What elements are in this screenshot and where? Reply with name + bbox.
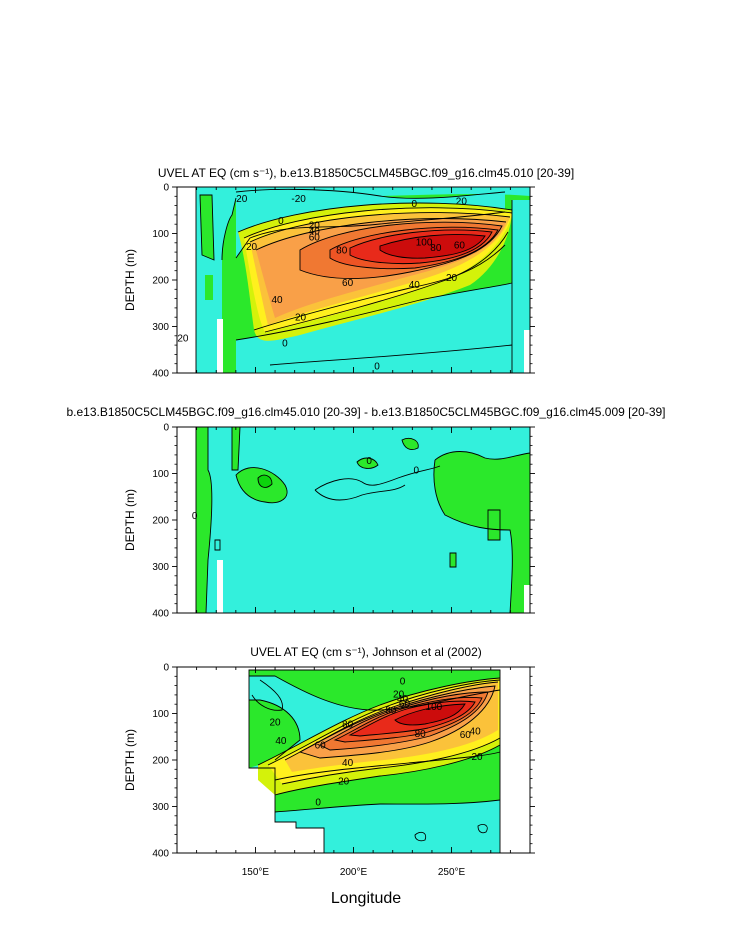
- panel1-ylabel: DEPTH (m): [123, 249, 137, 311]
- contour-label: 40: [342, 758, 354, 769]
- contour-label: 40: [271, 295, 283, 306]
- contour-label: 0: [366, 456, 372, 467]
- contour-label: 60: [454, 241, 466, 252]
- contour-label: -20: [291, 194, 306, 205]
- y-tick-label: 100: [152, 469, 169, 480]
- contour-label: 20: [456, 196, 468, 207]
- contour-label: 40: [397, 694, 409, 705]
- contour-label: 40: [309, 227, 321, 238]
- y-tick-label: 100: [152, 709, 169, 720]
- panel1-title: UVEL AT EQ (cm s⁻¹), b.e13.B1850C5CLM45B…: [158, 166, 574, 180]
- contour-label: 60: [315, 741, 327, 752]
- x-tick-label: 200°E: [340, 867, 368, 878]
- panel1-fill: [177, 187, 530, 373]
- y-tick-label: 200: [152, 756, 169, 767]
- contour-label: 0: [412, 199, 418, 210]
- panel2-title: b.e13.B1850C5CLM45BGC.f09_g16.clm45.010 …: [66, 405, 665, 419]
- contour-label: 20: [177, 334, 189, 345]
- contour-label: 20: [246, 242, 258, 253]
- y-tick-label: 100: [152, 229, 169, 240]
- contour-label: 80: [385, 705, 397, 716]
- contour-label: 20: [295, 313, 307, 324]
- contour-label: 0: [374, 362, 380, 373]
- y-tick-label: 300: [152, 802, 169, 813]
- contour-label: 0: [413, 465, 419, 476]
- contour-label: 80: [342, 720, 354, 731]
- y-tick-label: 400: [152, 609, 169, 620]
- panel-model-uvel: UVEL AT EQ (cm s⁻¹), b.e13.B1850C5CLM45B…: [123, 166, 574, 380]
- panel2-yticks: 0 100 200 300 400: [152, 423, 535, 620]
- contour-label: 0: [192, 511, 198, 522]
- contour-label: 20: [338, 776, 350, 787]
- panel-observations: UVEL AT EQ (cm s⁻¹), Johnson et al (2002…: [123, 645, 535, 907]
- contour-label: 20: [471, 752, 483, 763]
- contour-label: 20: [269, 717, 281, 728]
- contour-label: 20: [309, 221, 321, 232]
- panel3-ylabel: DEPTH (m): [123, 729, 137, 791]
- panel2-ylabel: DEPTH (m): [123, 489, 137, 551]
- contour-label: 80: [415, 729, 427, 740]
- contour-label: 40: [470, 727, 482, 738]
- y-tick-label: 200: [152, 516, 169, 527]
- contour-label: 100: [416, 237, 433, 248]
- contour-label: 80: [430, 243, 442, 254]
- y-tick-label: 0: [163, 663, 169, 674]
- contour-label: 20: [446, 273, 458, 284]
- contour-label: 20: [236, 194, 248, 205]
- panel-difference: b.e13.B1850C5CLM45BGC.f09_g16.clm45.010 …: [66, 405, 665, 620]
- contour-label: 40: [275, 736, 287, 747]
- contour-label: 100: [426, 702, 443, 713]
- contour-label: 60: [309, 233, 321, 244]
- contour-label: 0: [315, 797, 321, 808]
- x-tick-label: 250°E: [438, 867, 466, 878]
- contour-label: 0: [282, 338, 288, 349]
- panel3-fill: [177, 667, 530, 853]
- y-tick-label: 200: [152, 276, 169, 287]
- contour-label: 60: [460, 730, 472, 741]
- contour-label: 80: [336, 245, 348, 256]
- y-tick-label: 0: [163, 423, 169, 434]
- x-axis-label: Longitude: [331, 890, 401, 907]
- contour-label: 60: [342, 278, 354, 289]
- y-tick-label: 400: [152, 369, 169, 380]
- contour-label: 0: [400, 676, 406, 687]
- contour-label: 20: [393, 689, 405, 700]
- contour-label: 40: [409, 280, 421, 291]
- y-tick-label: 400: [152, 849, 169, 860]
- panel3-xticks: 150°E 200°E 250°E: [196, 667, 511, 878]
- panel3-title: UVEL AT EQ (cm s⁻¹), Johnson et al (2002…: [250, 645, 482, 659]
- y-tick-label: 300: [152, 562, 169, 573]
- contour-label: 60: [399, 699, 411, 710]
- y-tick-label: 300: [152, 322, 169, 333]
- panel2-fill: [177, 427, 530, 613]
- contour-label: 0: [278, 216, 284, 227]
- y-tick-label: 0: [163, 183, 169, 194]
- x-tick-label: 150°E: [242, 867, 270, 878]
- panel2-contour-labels: 0 0 0: [192, 456, 420, 522]
